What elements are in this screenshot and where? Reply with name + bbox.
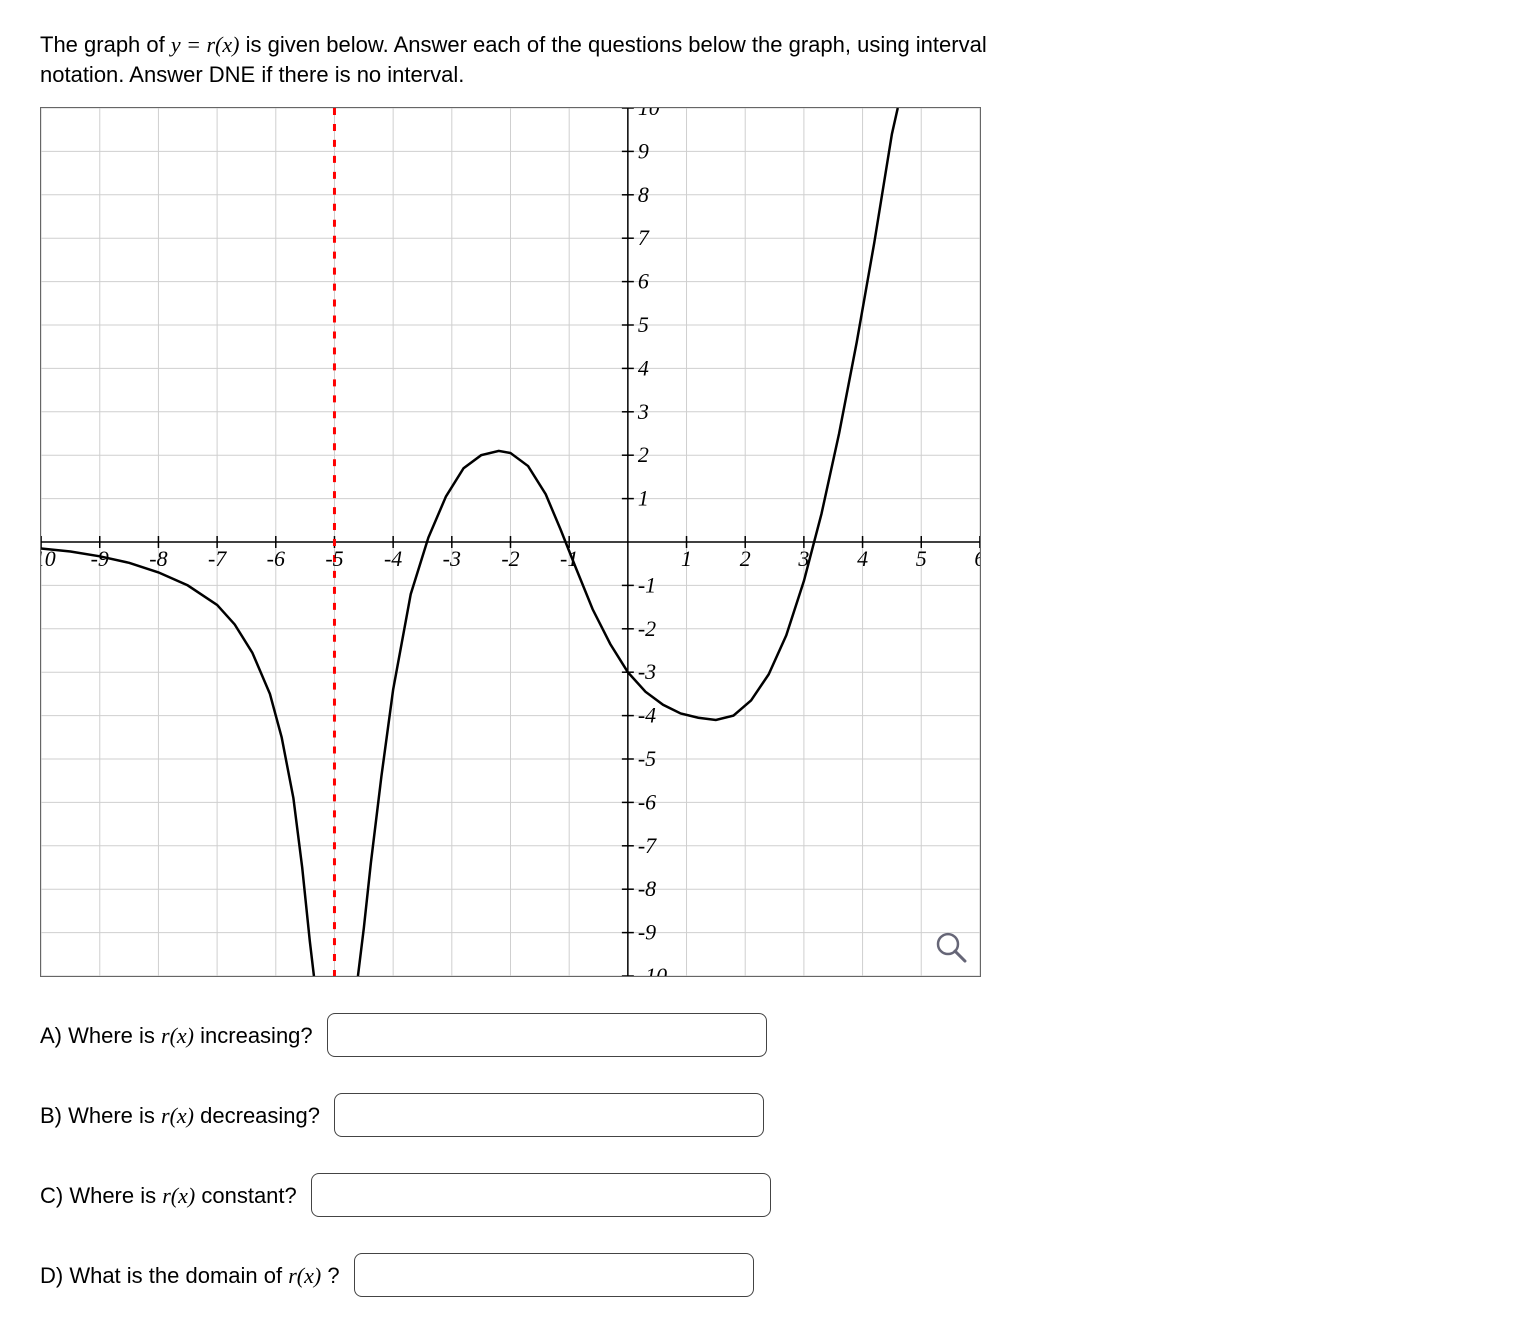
- q-c-func: r(x): [162, 1183, 195, 1208]
- svg-text:1: 1: [681, 546, 692, 571]
- question-a-input[interactable]: [327, 1013, 767, 1057]
- q-c-post: constant?: [201, 1183, 296, 1208]
- svg-text:3: 3: [637, 399, 649, 424]
- q-b-pre: B) Where is: [40, 1103, 161, 1128]
- question-d-input[interactable]: [354, 1253, 754, 1297]
- problem-prompt: The graph of y = r(x) is given below. An…: [40, 30, 1500, 89]
- svg-text:-3: -3: [638, 660, 656, 685]
- svg-text:9: 9: [638, 139, 649, 164]
- svg-text:-2: -2: [638, 616, 656, 641]
- svg-text:-10: -10: [638, 963, 667, 977]
- q-a-func: r(x): [161, 1023, 194, 1048]
- question-d-label: D) What is the domain of r(x) ?: [40, 1261, 340, 1291]
- q-a-post: increasing?: [200, 1023, 313, 1048]
- question-b-label: B) Where is r(x) decreasing?: [40, 1101, 320, 1131]
- prompt-equation: y = r(x): [171, 32, 240, 57]
- svg-text:-7: -7: [638, 833, 657, 858]
- q-a-pre: A) Where is: [40, 1023, 161, 1048]
- svg-text:-6: -6: [638, 790, 656, 815]
- svg-text:-1: -1: [560, 546, 578, 571]
- svg-text:3: 3: [797, 546, 809, 571]
- question-b-input[interactable]: [334, 1093, 764, 1137]
- svg-text:1: 1: [638, 486, 649, 511]
- q-d-pre: D) What is the domain of: [40, 1263, 288, 1288]
- question-d-row: D) What is the domain of r(x) ?: [40, 1253, 1500, 1297]
- svg-text:-4: -4: [638, 703, 656, 728]
- svg-text:7: 7: [638, 226, 650, 251]
- svg-text:-3: -3: [443, 546, 461, 571]
- prompt-text-2: notation. Answer DNE if there is no inte…: [40, 62, 464, 87]
- q-b-post: decreasing?: [200, 1103, 320, 1128]
- svg-text:4: 4: [638, 356, 649, 381]
- graph-plot: -10 -9 -8 -7 -6 -5 -4 -3 -2 -1 1 2 3 4 5 6 -10 -9 -8 -7 -6 -5…: [40, 107, 981, 977]
- svg-text:2: 2: [638, 443, 649, 468]
- svg-text:6: 6: [974, 546, 981, 571]
- svg-text:-1: -1: [638, 573, 656, 598]
- q-d-post: ?: [327, 1263, 339, 1288]
- svg-text:4: 4: [857, 546, 868, 571]
- svg-text:-8: -8: [149, 546, 167, 571]
- question-a-label: A) Where is r(x) increasing?: [40, 1021, 313, 1051]
- svg-text:10: 10: [638, 107, 660, 120]
- question-b-row: B) Where is r(x) decreasing?: [40, 1093, 1500, 1137]
- svg-text:-9: -9: [91, 546, 109, 571]
- svg-text:6: 6: [638, 269, 649, 294]
- question-a-row: A) Where is r(x) increasing?: [40, 1013, 1500, 1057]
- q-b-func: r(x): [161, 1103, 194, 1128]
- question-c-row: C) Where is r(x) constant?: [40, 1173, 1500, 1217]
- svg-text:-9: -9: [638, 920, 656, 945]
- svg-text:-6: -6: [267, 546, 285, 571]
- question-c-input[interactable]: [311, 1173, 771, 1217]
- svg-text:-10: -10: [40, 546, 56, 571]
- svg-text:5: 5: [638, 312, 649, 337]
- svg-text:-5: -5: [325, 546, 343, 571]
- svg-text:5: 5: [916, 546, 927, 571]
- svg-text:-5: -5: [638, 746, 656, 771]
- svg-text:-8: -8: [638, 877, 656, 902]
- q-d-func: r(x): [288, 1263, 321, 1288]
- prompt-text-1a: The graph of: [40, 32, 171, 57]
- svg-text:8: 8: [638, 182, 649, 207]
- svg-text:-7: -7: [208, 546, 227, 571]
- q-c-pre: C) Where is: [40, 1183, 162, 1208]
- svg-text:2: 2: [740, 546, 751, 571]
- question-c-label: C) Where is r(x) constant?: [40, 1181, 297, 1211]
- prompt-text-1b: is given below. Answer each of the quest…: [246, 32, 987, 57]
- svg-text:-2: -2: [501, 546, 519, 571]
- svg-text:-4: -4: [384, 546, 402, 571]
